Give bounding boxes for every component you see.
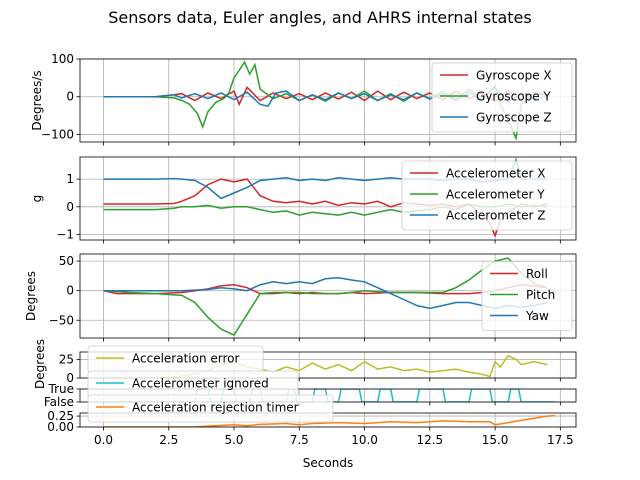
y-tick-label: 0	[66, 90, 74, 104]
axes-frame	[79, 156, 577, 241]
series-line-roll	[103, 284, 548, 295]
figure-title: Sensors data, Euler angles, and AHRS int…	[108, 8, 531, 27]
legend-label: Accelerometer ignored	[132, 377, 269, 391]
y-tick-label: True	[48, 382, 75, 396]
axes-frame	[79, 351, 577, 379]
axes-frame	[79, 58, 577, 143]
legend-accelerometer_ignored: Accelerometer ignored	[87, 370, 299, 399]
y-tick-label: −50	[49, 313, 74, 327]
legend-label: Accelerometer X	[446, 167, 545, 181]
legend-label: Accelerometer Z	[446, 209, 545, 223]
y-axis-label: Degrees	[33, 339, 47, 389]
y-tick-label: 25	[59, 352, 74, 366]
y-tick-label: 0	[66, 371, 74, 385]
x-tick-label: 0.0	[94, 433, 113, 447]
y-tick-label: 0	[66, 284, 74, 298]
legend-accelerometer: Accelerometer X Accelerometer Y Accelerome…	[401, 160, 573, 231]
x-tick-label: 2.5	[159, 433, 178, 447]
legend-box	[401, 160, 573, 231]
series-line-acceleration-rejection-timer	[103, 414, 556, 427]
legend-euler: Roll Pitch Yaw	[481, 261, 573, 331]
legend-label: Pitch	[526, 288, 555, 302]
legend-box	[87, 394, 334, 423]
y-tick-label: −100	[41, 127, 74, 141]
legend-label: Yaw	[525, 309, 549, 323]
y-tick-label: False	[44, 395, 74, 409]
legend-label: Accelerometer Y	[446, 188, 545, 202]
y-tick-label: 100	[51, 52, 74, 66]
panel-acceleration_rejection_timer: 0.000.25 0.0 2.5 5.0 7.5 10.0 12.5 15.0 17.5 Seco…	[47, 394, 577, 470]
legend-gyroscope: Gyroscope X Gyroscope Y Gyroscope Z	[431, 62, 573, 133]
legend-box	[481, 261, 573, 331]
y-axis-label: g	[30, 195, 44, 203]
legend-label: Acceleration rejection timer	[132, 401, 299, 415]
x-tick-label: 12.5	[416, 433, 443, 447]
x-tick-label: 17.5	[547, 433, 574, 447]
y-axis-label: Degrees/s	[30, 70, 44, 130]
x-axis-label: Seconds	[303, 456, 353, 470]
legend-label: Gyroscope Z	[476, 111, 552, 125]
y-tick-label: 1	[66, 172, 74, 186]
x-tick-label: 5.0	[224, 433, 243, 447]
series-line-pitch	[103, 257, 548, 336]
y-tick-label: 0.25	[47, 409, 74, 423]
x-tick-label: 7.5	[290, 433, 309, 447]
legend-acceleration_rejection_timer: Acceleration rejection timer	[87, 394, 334, 423]
y-axis-label: Degrees	[24, 271, 38, 321]
legend-label: Gyroscope X	[476, 69, 552, 83]
x-tick-label: 10.0	[351, 433, 378, 447]
legend-label: Acceleration error	[132, 352, 239, 366]
y-tick-label: 50	[59, 254, 74, 268]
legend-label: Roll	[526, 267, 548, 281]
legend-box	[431, 62, 573, 133]
legend-label: Gyroscope Y	[476, 90, 551, 104]
x-tick-label: 15.0	[482, 433, 509, 447]
y-tick-label: 0.00	[47, 420, 74, 434]
legend-acceleration_error: Acceleration error	[87, 345, 264, 374]
panel-euler: −50 0 50 Degrees Roll Pitch Yaw	[24, 253, 577, 342]
y-tick-label: −1	[56, 227, 74, 241]
y-tick-label: 0	[66, 200, 74, 214]
axes-frame	[79, 253, 577, 339]
